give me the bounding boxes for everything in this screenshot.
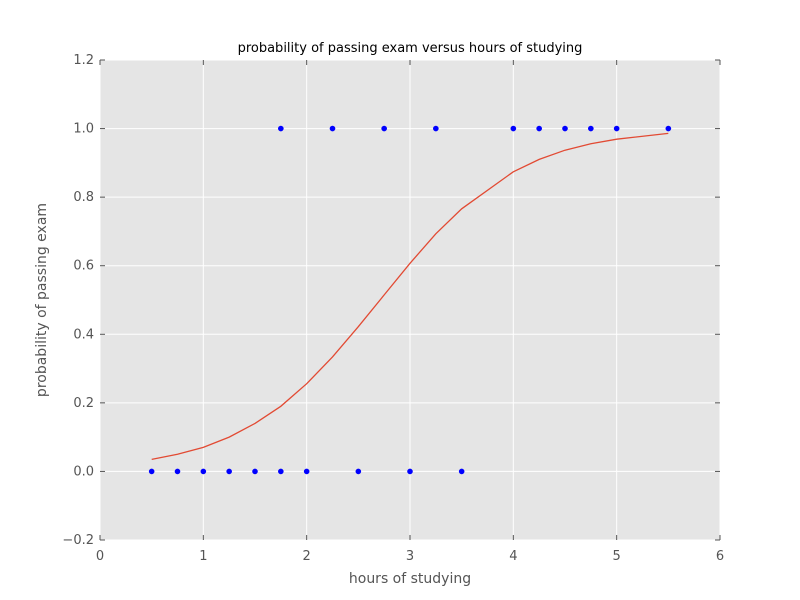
x-tick-labels: 0 1 2 3 4 5 6 xyxy=(96,549,724,564)
data-point xyxy=(588,125,594,132)
x-tick-label: 2 xyxy=(303,549,311,564)
data-point xyxy=(536,125,542,132)
x-tick-label: 1 xyxy=(199,549,207,564)
y-tick-label: 1.0 xyxy=(73,122,94,137)
x-tick-label: 5 xyxy=(613,549,621,564)
data-point xyxy=(458,468,465,475)
x-tick-label: 6 xyxy=(716,549,724,564)
x-tick-label: 3 xyxy=(406,549,414,564)
y-tick-labels: −0.2 0.0 0.2 0.4 0.6 0.8 1.0 1.2 xyxy=(62,53,94,548)
data-point xyxy=(148,468,155,475)
y-tick-label: 0.6 xyxy=(73,259,94,274)
data-point xyxy=(665,125,672,132)
y-tick-label: 0.8 xyxy=(73,190,94,205)
data-point xyxy=(562,125,568,132)
y-tick-label: 0.2 xyxy=(73,396,94,411)
chart-title: probability of passing exam versus hours… xyxy=(238,41,583,56)
data-point xyxy=(278,125,284,132)
probability-curve xyxy=(151,132,669,461)
data-point xyxy=(174,468,181,475)
data-point xyxy=(433,125,439,132)
data-point xyxy=(252,468,258,475)
y-tick-label: 1.2 xyxy=(73,53,94,68)
data-point xyxy=(355,468,362,475)
x-tick-label: 4 xyxy=(509,549,517,564)
data-point xyxy=(510,125,517,132)
y-tick-label: −0.2 xyxy=(62,533,94,548)
data-point xyxy=(303,468,310,475)
data-point xyxy=(278,468,284,475)
y-tick-label: 0.4 xyxy=(73,327,94,342)
y-axis-label: probability of passing exam xyxy=(34,203,50,397)
tick-marks xyxy=(99,59,721,541)
series-layer xyxy=(148,125,672,475)
x-axis-label: hours of studying xyxy=(349,571,471,587)
data-point xyxy=(329,125,336,132)
x-tick-label: 0 xyxy=(96,549,104,564)
data-point xyxy=(613,125,620,132)
data-point xyxy=(200,468,207,475)
data-point xyxy=(381,125,387,132)
data-point xyxy=(226,468,232,475)
data-point xyxy=(407,468,413,475)
y-tick-label: 0.0 xyxy=(73,464,94,479)
